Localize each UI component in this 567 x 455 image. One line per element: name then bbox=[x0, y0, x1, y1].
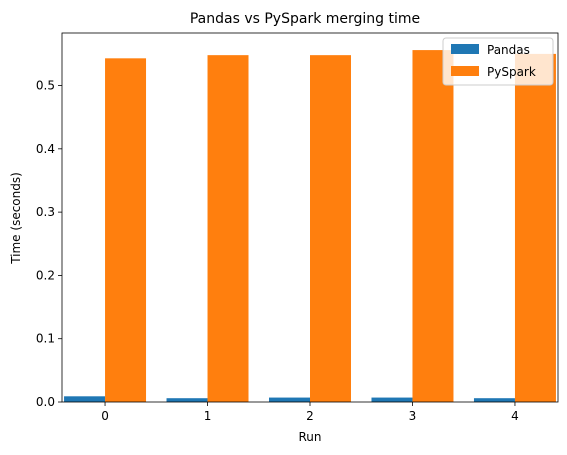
y-tick-label: 0.5 bbox=[36, 79, 55, 93]
x-axis-label: Run bbox=[298, 430, 321, 444]
bars-group bbox=[64, 50, 556, 403]
bar-pandas-run-0 bbox=[64, 396, 106, 402]
bar-pandas-run-4 bbox=[473, 398, 515, 402]
plot-frame bbox=[61, 32, 559, 403]
bar-pyspark-run-2 bbox=[310, 55, 351, 403]
legend-label-pyspark: PySpark bbox=[487, 65, 536, 79]
y-axis-ticks: 0.0 0.1 0.2 0.3 0.4 0.5 bbox=[36, 79, 62, 409]
bar-pandas-run-2 bbox=[269, 397, 310, 402]
x-tick-label: 1 bbox=[204, 409, 212, 423]
bar-pyspark-run-1 bbox=[207, 55, 249, 403]
bar-pyspark-run-4 bbox=[514, 53, 556, 403]
y-tick-label: 0.1 bbox=[36, 332, 55, 346]
legend-swatch-pyspark bbox=[451, 66, 479, 76]
y-tick-label: 0.4 bbox=[36, 142, 55, 156]
legend-label-pandas: Pandas bbox=[487, 43, 530, 57]
bar-pandas-run-1 bbox=[166, 398, 208, 402]
y-tick-label: 0.3 bbox=[36, 205, 55, 219]
x-tick-label: 4 bbox=[511, 409, 519, 423]
legend: Pandas PySpark bbox=[442, 37, 554, 86]
y-tick-label: 0.2 bbox=[36, 268, 55, 282]
bar-pyspark-run-0 bbox=[105, 58, 147, 403]
y-axis-label: Time (seconds) bbox=[9, 172, 23, 265]
x-axis-ticks: 0 1 2 3 4 bbox=[101, 402, 519, 423]
bar-pandas-run-3 bbox=[371, 397, 413, 402]
y-tick-label: 0.0 bbox=[36, 395, 55, 409]
bar-pyspark-run-3 bbox=[412, 50, 454, 402]
x-tick-label: 3 bbox=[409, 409, 417, 423]
x-tick-label: 2 bbox=[306, 409, 314, 423]
x-tick-label: 0 bbox=[101, 409, 109, 423]
chart-title: Pandas vs PySpark merging time bbox=[190, 11, 420, 27]
legend-swatch-pandas bbox=[451, 44, 479, 54]
